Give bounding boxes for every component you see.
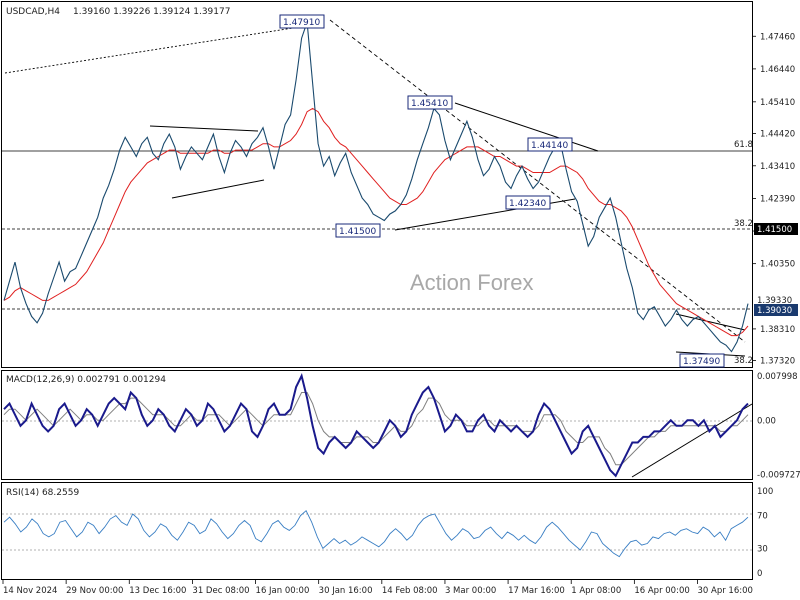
watermark: Action Forex [410, 270, 534, 295]
macd-tick-label: 0.007998 [757, 372, 798, 382]
label-145410: 1.45410 [407, 95, 453, 110]
svg-text:1.37490: 1.37490 [683, 357, 720, 367]
label-147910: 1.47910 [279, 14, 325, 29]
rsi-line [3, 509, 749, 558]
time-tick-label: 30 Jan 16:00 [319, 586, 373, 596]
price-tick-label: 1.37320 [760, 357, 795, 367]
axis-highlight-141500: 1.41500 [754, 223, 798, 235]
label-137490: 1.37490 [679, 353, 725, 368]
svg-text:1.44140: 1.44140 [531, 141, 568, 151]
svg-text:1.47910: 1.47910 [283, 18, 320, 28]
price-tick-label: 1.40350 [760, 260, 795, 270]
dotted-trendline [4, 22, 326, 74]
rsi-panel [1, 482, 753, 580]
chart-ohlc: 1.39160 1.39226 1.39124 1.39177 [73, 7, 230, 17]
label-141500: 1.41500 [335, 223, 381, 238]
time-tick-label: 13 Dec 16:00 [129, 586, 186, 596]
triangle-lower-line [171, 179, 265, 199]
time-tick-label: 30 Apr 16:00 [697, 586, 752, 596]
label-142340: 1.42340 [505, 195, 551, 210]
moving-average-line [3, 107, 749, 337]
rsi-tick-label: 100 [757, 487, 773, 497]
time-tick-label: 3 Mar 00:00 [445, 586, 496, 596]
rsi-title: RSI(14) 68.2559 [6, 488, 79, 498]
price-tick-label: 1.45410 [760, 98, 795, 108]
time-axis: 14 Nov 2024 29 Nov 00:00 13 Dec 16:00 31 De… [2, 580, 753, 596]
macd-line [3, 373, 749, 478]
rsi-tick-label: 30 [757, 544, 768, 554]
fib-61-label: 61.8 [734, 140, 753, 150]
price-tick-label: 1.47460 [760, 32, 795, 42]
price-tick-label: 1.46440 [760, 65, 795, 75]
time-tick-label: 17 Mar 16:00 [508, 586, 565, 596]
channel-upper-line [675, 313, 746, 331]
dashed-decline-line [329, 19, 746, 343]
rsi-tick-label: 70 [757, 512, 768, 522]
time-tick-label: 31 Dec 08:00 [192, 586, 249, 596]
axis-highlight-139030: 1.39030 [754, 304, 798, 316]
price-line [3, 22, 749, 353]
chart-symbol: USDCAD,H4 [6, 7, 60, 17]
macd-panel [1, 370, 753, 480]
svg-text:1.41500: 1.41500 [757, 225, 792, 235]
price-tick-label: 1.38310 [760, 325, 795, 335]
svg-text:1.39030: 1.39030 [757, 306, 792, 316]
time-tick-label: 1 Apr 08:00 [571, 586, 621, 596]
triangle-upper-line [149, 125, 259, 132]
svg-text:1.45410: 1.45410 [411, 99, 448, 109]
svg-text:1.42340: 1.42340 [509, 199, 546, 209]
macd-axis: 0.007998 0.00 -0.009727 [757, 372, 800, 480]
rsi-axis: 100 70 30 0 [757, 487, 773, 579]
time-tick-label: 14 Nov 2024 [3, 586, 57, 596]
price-panel [1, 1, 753, 368]
macd-tick-label: 0.00 [757, 416, 776, 426]
fib-38-low-label: 38.2 [734, 356, 753, 366]
macd-title: MACD(12,26,9) 0.002791 0.001294 [6, 375, 166, 385]
time-tick-label: 16 Apr 00:00 [634, 586, 689, 596]
macd-tick-label: -0.009727 [757, 470, 800, 480]
price-tick-label: 1.42390 [760, 194, 795, 204]
time-tick-label: 29 Nov 00:00 [66, 586, 123, 596]
fib-38-label: 38.2 [734, 219, 753, 229]
label-144140: 1.44140 [527, 137, 573, 152]
time-tick-label: 16 Jan 00:00 [256, 586, 310, 596]
macd-trendline [631, 403, 753, 478]
upper-trendline [454, 102, 599, 152]
price-axis: 1.47460 1.46440 1.45410 1.44420 1.43410 1.423… [752, 32, 795, 367]
price-tick-label: 1.43410 [760, 162, 795, 172]
price-tick-label: 1.44420 [760, 129, 795, 139]
time-tick-label: 14 Feb 08:00 [382, 586, 438, 596]
axis-label-139330: 1.39330 [757, 296, 792, 306]
rsi-tick-label: 0 [757, 569, 762, 579]
svg-text:1.41500: 1.41500 [339, 227, 376, 237]
